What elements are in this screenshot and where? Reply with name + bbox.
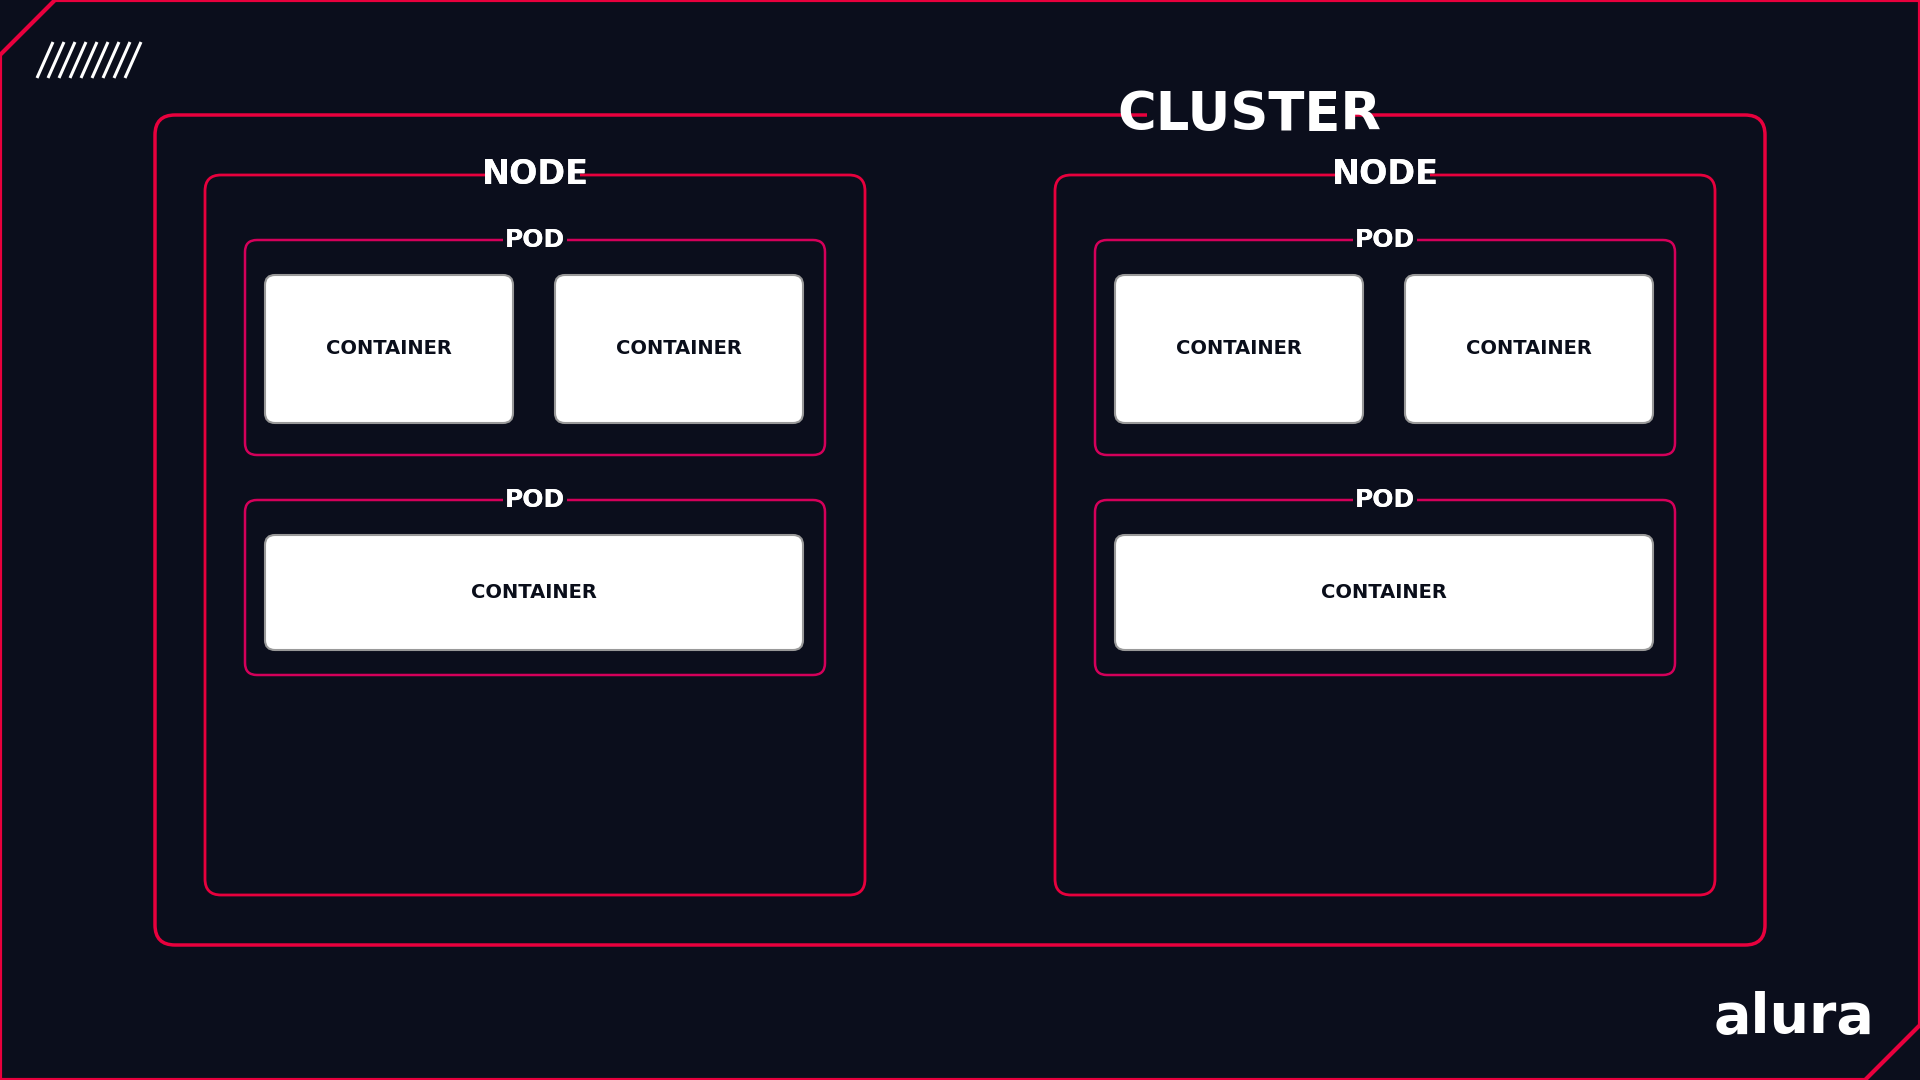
FancyBboxPatch shape xyxy=(490,162,580,188)
Text: POD: POD xyxy=(505,228,564,252)
FancyBboxPatch shape xyxy=(1116,275,1363,423)
FancyBboxPatch shape xyxy=(555,275,803,423)
FancyBboxPatch shape xyxy=(265,275,513,423)
FancyBboxPatch shape xyxy=(1354,230,1417,249)
FancyBboxPatch shape xyxy=(1354,490,1417,510)
Text: POD: POD xyxy=(505,228,564,252)
FancyBboxPatch shape xyxy=(1340,162,1430,188)
FancyBboxPatch shape xyxy=(503,230,566,249)
Text: POD: POD xyxy=(1356,228,1415,252)
Text: CLUSTER: CLUSTER xyxy=(1117,89,1382,141)
FancyBboxPatch shape xyxy=(265,535,803,650)
Text: CONTAINER: CONTAINER xyxy=(616,339,741,359)
Text: alura: alura xyxy=(1715,991,1876,1045)
Text: CONTAINER: CONTAINER xyxy=(326,339,451,359)
FancyBboxPatch shape xyxy=(1116,535,1653,650)
Text: NODE: NODE xyxy=(1331,159,1438,191)
FancyBboxPatch shape xyxy=(1405,275,1653,423)
Text: POD: POD xyxy=(1356,228,1415,252)
FancyBboxPatch shape xyxy=(503,490,566,510)
Text: NODE: NODE xyxy=(482,159,589,191)
Text: POD: POD xyxy=(1356,488,1415,512)
Text: POD: POD xyxy=(505,488,564,512)
Text: POD: POD xyxy=(1356,488,1415,512)
Text: CONTAINER: CONTAINER xyxy=(1321,583,1448,602)
Text: POD: POD xyxy=(505,488,564,512)
Text: NODE: NODE xyxy=(482,159,589,191)
Text: CONTAINER: CONTAINER xyxy=(470,583,597,602)
Text: CONTAINER: CONTAINER xyxy=(1467,339,1592,359)
Text: NODE: NODE xyxy=(1331,159,1438,191)
FancyBboxPatch shape xyxy=(1148,92,1352,138)
Text: CONTAINER: CONTAINER xyxy=(1177,339,1302,359)
